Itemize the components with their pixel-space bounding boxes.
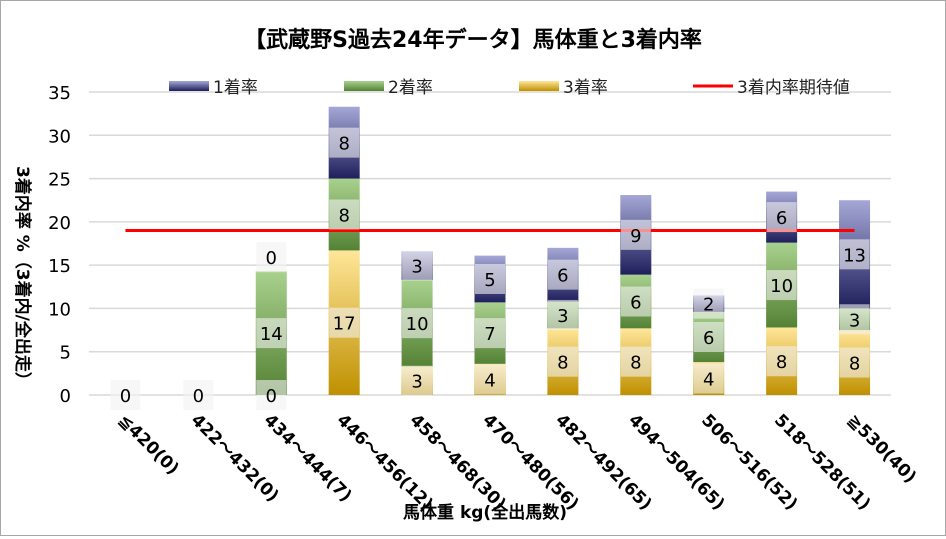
data-label-bg bbox=[839, 347, 870, 378]
data-label-bg bbox=[693, 363, 724, 394]
data-label-bg bbox=[547, 259, 578, 290]
data-label-bg bbox=[693, 321, 724, 352]
data-label-bg bbox=[839, 304, 870, 335]
data-label-bg bbox=[693, 288, 724, 319]
data-label: 6 bbox=[703, 328, 714, 349]
data-label: 10 bbox=[770, 276, 793, 297]
data-label: 14 bbox=[260, 324, 283, 345]
data-label: 3 bbox=[411, 257, 422, 278]
y-tick-label: 10 bbox=[48, 299, 71, 320]
data-label: 17 bbox=[333, 314, 356, 335]
data-label: 8 bbox=[338, 134, 349, 155]
y-tick-label: 30 bbox=[48, 126, 71, 147]
data-label-bg bbox=[183, 380, 214, 410]
data-label: 3 bbox=[557, 306, 568, 327]
legend-label: 1着率 bbox=[213, 78, 258, 98]
chart-title: 【武蔵野S過去24年データ】馬体重と3着内率 bbox=[244, 27, 702, 53]
data-label: 7 bbox=[484, 324, 495, 345]
data-label: 5 bbox=[484, 270, 495, 291]
data-label: 8 bbox=[630, 353, 641, 374]
data-label-bg bbox=[547, 346, 578, 377]
data-label-bg bbox=[256, 318, 287, 349]
legend-label: 3着率 bbox=[563, 78, 608, 98]
y-axis-label: 3着内率 %（3着内/全出走） bbox=[12, 166, 33, 389]
data-label: 0 bbox=[193, 386, 204, 407]
y-tick-label: 5 bbox=[60, 343, 71, 364]
data-label-bg bbox=[766, 202, 797, 233]
y-tick-label: 20 bbox=[48, 213, 71, 234]
data-label-bg bbox=[256, 242, 287, 273]
data-label-bg bbox=[475, 318, 505, 349]
y-tick-label: 15 bbox=[48, 256, 71, 277]
data-label-bg bbox=[329, 307, 360, 338]
data-label: 10 bbox=[406, 314, 429, 335]
legend-swatch bbox=[519, 81, 559, 91]
x-tick-label: ≧530(40) bbox=[843, 410, 920, 487]
data-label: 0 bbox=[266, 386, 277, 407]
data-label-bg bbox=[766, 270, 797, 301]
legend: 1着率 2着率 3着率 3着内率期待値 bbox=[169, 78, 850, 98]
data-label-bg bbox=[402, 365, 433, 396]
legend-label: 3着内率期待値 bbox=[737, 78, 850, 98]
data-label: 8 bbox=[338, 205, 349, 226]
x-tick-labels: ≦420(0) 422～432(0)434～444(7)446～456(12)45… bbox=[114, 410, 920, 514]
data-label-bg bbox=[402, 308, 433, 339]
data-label: 8 bbox=[776, 352, 787, 373]
data-label-bg bbox=[620, 346, 651, 377]
data-label-bg bbox=[620, 219, 651, 250]
data-label: 2 bbox=[703, 295, 714, 316]
y-tick-label: 0 bbox=[60, 386, 71, 407]
data-label: 8 bbox=[849, 354, 860, 375]
data-label: 13 bbox=[843, 245, 866, 266]
data-label-bg bbox=[475, 263, 505, 294]
data-label-bg bbox=[839, 239, 870, 270]
data-label: 4 bbox=[484, 370, 495, 391]
data-label: 6 bbox=[557, 266, 568, 287]
data-label-bg bbox=[402, 250, 433, 281]
legend-swatch bbox=[344, 81, 384, 91]
data-label: 0 bbox=[266, 248, 277, 269]
y-tick-label: 35 bbox=[48, 83, 71, 104]
legend-swatch bbox=[169, 81, 209, 91]
data-label-bg bbox=[329, 127, 360, 158]
y-tick-label: 25 bbox=[48, 170, 71, 191]
data-label-bg bbox=[766, 346, 797, 377]
data-label: 8 bbox=[557, 353, 568, 374]
data-label: 0 bbox=[120, 386, 131, 407]
data-label: 3 bbox=[411, 372, 422, 393]
x-axis-label: 馬体重 kg(全出馬数) bbox=[403, 502, 567, 523]
data-label-bg bbox=[475, 364, 505, 395]
y-tick-labels: 0 5 10 15 20 25 30 35 bbox=[48, 83, 71, 407]
legend-label: 2着率 bbox=[388, 78, 433, 98]
data-labels: 0 0 0 14 0 17 8 8 3 10 3 4 7 5 8 3 6 8 6 9 4 6 2 8 10 6 8 3 13 bbox=[110, 127, 870, 410]
data-label: 3 bbox=[849, 310, 860, 331]
data-label: 4 bbox=[703, 370, 714, 391]
data-label: 9 bbox=[630, 226, 641, 247]
data-label-bg bbox=[110, 380, 141, 410]
x-tick-label: ≦420(0) bbox=[114, 410, 183, 479]
data-label-bg bbox=[329, 199, 360, 230]
data-label-bg bbox=[547, 299, 578, 330]
data-label-bg bbox=[256, 380, 287, 410]
data-label: 6 bbox=[630, 293, 641, 314]
data-label-bg bbox=[620, 286, 651, 317]
data-label: 6 bbox=[776, 208, 787, 229]
